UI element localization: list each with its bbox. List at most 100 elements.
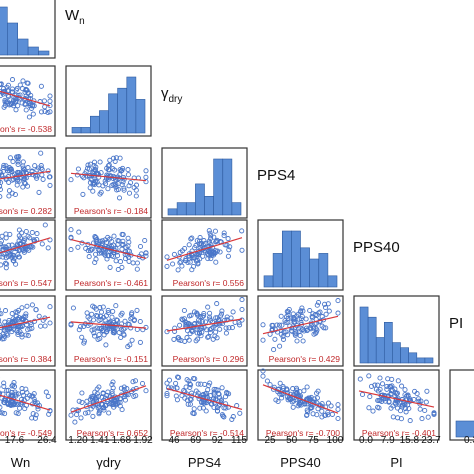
- scatter-point: [4, 84, 10, 90]
- scatter-point: [175, 267, 181, 273]
- scatter-point: [20, 159, 26, 165]
- regression-line: [358, 390, 435, 408]
- scatter-point: [110, 308, 116, 314]
- scatter-point: [239, 306, 245, 313]
- scatter-point: [223, 405, 229, 411]
- scatter-point: [394, 405, 401, 411]
- scatter-point: [114, 253, 121, 259]
- scatter-point: [31, 391, 37, 397]
- scatter-point: [106, 321, 112, 327]
- scatter-point: [0, 335, 2, 340]
- scatter-point: [183, 258, 189, 264]
- scatter-point: [143, 250, 149, 256]
- scatter-point: [46, 174, 52, 180]
- scatter-point: [213, 259, 219, 265]
- scatter-point: [13, 87, 19, 93]
- scatter-point: [31, 237, 37, 243]
- scatter-point: [38, 163, 44, 169]
- scatter-point: [13, 261, 19, 267]
- scatter-point: [113, 401, 119, 407]
- pearson-r-label: Pearson's r= 0.429: [269, 354, 341, 364]
- scatter-point: [9, 190, 15, 196]
- scatter-point: [293, 330, 299, 336]
- scatter-point: [97, 305, 103, 311]
- scatter-point: [206, 240, 212, 246]
- scatter-point: [319, 314, 325, 320]
- scatter-point: [105, 163, 111, 169]
- scatter-point: [311, 331, 317, 337]
- scatter-point: [213, 329, 219, 335]
- hist-bar-ydry-3: [99, 110, 109, 134]
- scatter-point: [0, 262, 4, 268]
- scatter-point: [84, 310, 90, 316]
- scatter-point: [1, 162, 7, 168]
- scatter-point: [2, 397, 8, 404]
- axis-name-PPS4: PPS4: [188, 455, 221, 470]
- scatter-point: [272, 336, 278, 342]
- tick-label-ydry: 1.92: [133, 435, 153, 446]
- scatter-point: [384, 386, 390, 392]
- regression-line: [0, 170, 51, 180]
- scatter-point: [217, 326, 223, 332]
- scatter-point: [303, 316, 309, 322]
- scatter-point: [182, 245, 188, 252]
- scatter-point: [113, 303, 119, 309]
- scatter-point: [335, 415, 341, 422]
- scatter-point: [122, 397, 128, 403]
- scatter-point: [41, 98, 47, 104]
- hist-bar-Wn-2: [0, 6, 8, 56]
- scatter-LL-vs-PI: [357, 373, 437, 424]
- scatter-point: [110, 242, 116, 248]
- scatter-point: [229, 325, 235, 331]
- scatter-point: [239, 297, 245, 303]
- scatter-point: [68, 177, 74, 183]
- scatter-point: [164, 263, 170, 269]
- scatter-point: [314, 395, 320, 401]
- scatter-point: [12, 389, 18, 395]
- scatter-point: [297, 402, 303, 408]
- scatter-point: [229, 416, 235, 422]
- scatter-point: [132, 378, 139, 384]
- scatter-point: [38, 109, 45, 115]
- scatter-point: [21, 249, 27, 255]
- scatter-point: [15, 159, 21, 165]
- scatter-point: [110, 379, 116, 385]
- scatter-point: [325, 412, 331, 418]
- scatter-point: [9, 389, 15, 396]
- scatter-point: [395, 378, 401, 384]
- scatter-point: [68, 247, 74, 253]
- scatter-point: [214, 237, 220, 243]
- scatter-point: [101, 405, 107, 411]
- scatter-point: [0, 390, 3, 396]
- scatter-point: [39, 241, 45, 247]
- scatter-PI-vs-PPS40: [260, 298, 341, 353]
- pearson-r-label: Pearson's r= -0.549: [0, 428, 52, 438]
- scatter-point: [106, 162, 112, 168]
- scatter-point: [388, 384, 394, 390]
- scatter-point: [3, 231, 9, 237]
- scatter-point: [223, 325, 229, 331]
- scatter-point: [366, 405, 372, 411]
- scatter-point: [194, 257, 200, 263]
- scatter-point: [322, 301, 328, 307]
- scatter-point: [104, 328, 110, 334]
- scatter-point: [107, 157, 113, 163]
- scatter-point: [34, 175, 40, 181]
- scatter-point: [405, 402, 411, 408]
- scatter-point: [269, 327, 275, 334]
- scatter-point: [16, 254, 22, 260]
- scatter-point: [128, 325, 134, 331]
- scatter-point: [20, 392, 26, 398]
- scatter-point: [399, 383, 405, 389]
- histogram-Wn: [0, 6, 50, 56]
- tick-label-PI: 15.8: [400, 435, 420, 446]
- scatter-panel-PI-vs-PPS40: [257, 295, 344, 367]
- scatter-point: [122, 394, 128, 400]
- scatter-point: [0, 410, 5, 416]
- scatter-point: [192, 245, 198, 251]
- scatter-point: [31, 396, 37, 402]
- scatter-PPS40-vs-PPS4: [164, 228, 245, 273]
- scatter-point: [94, 391, 100, 397]
- scatter-point: [126, 190, 133, 196]
- scatter-point: [79, 334, 85, 340]
